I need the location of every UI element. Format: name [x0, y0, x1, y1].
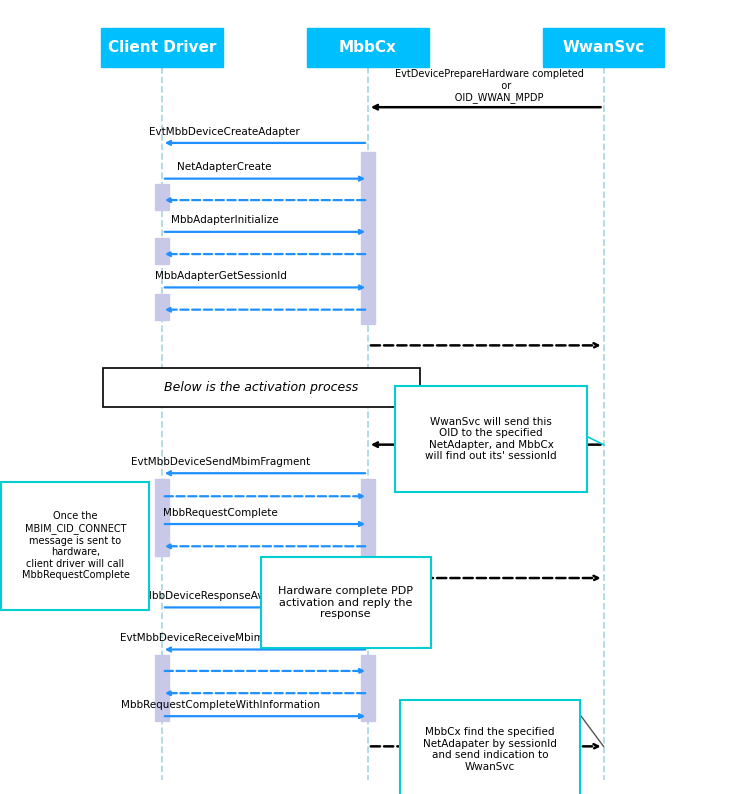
Text: WwanSvc will send this
OID to the specified
NetAdapter, and MbbCx
will find out : WwanSvc will send this OID to the specif…	[425, 417, 557, 461]
FancyBboxPatch shape	[155, 479, 169, 556]
FancyBboxPatch shape	[1, 482, 149, 610]
Text: EvtMbbDeviceReceiveMbimFragment: EvtMbbDeviceReceiveMbimFragment	[121, 633, 314, 643]
FancyBboxPatch shape	[542, 28, 664, 67]
Text: MbbAdapterInitialize: MbbAdapterInitialize	[171, 215, 278, 225]
FancyBboxPatch shape	[103, 368, 420, 407]
Text: Client Driver: Client Driver	[107, 40, 216, 55]
Text: EvtMbbDeviceCreateAdapter: EvtMbbDeviceCreateAdapter	[149, 126, 300, 137]
Text: Once the
MBIM_CID_CONNECT
message is sent to
hardware,
client driver will call
M: Once the MBIM_CID_CONNECT message is sen…	[21, 511, 130, 580]
Text: NetAdapterCreate: NetAdapterCreate	[177, 162, 272, 172]
Text: MbbRequestCompleteWithInformation: MbbRequestCompleteWithInformation	[121, 700, 320, 710]
Text: NDIS_WWAN_CONTEXT_STATE: NDIS_WWAN_CONTEXT_STATE	[399, 729, 555, 740]
Text: WwanSvc: WwanSvc	[562, 40, 645, 55]
Text: MbbCx: MbbCx	[339, 40, 397, 55]
FancyBboxPatch shape	[361, 479, 375, 556]
FancyBboxPatch shape	[361, 152, 375, 324]
Text: Below is the activation process: Below is the activation process	[164, 381, 358, 394]
FancyBboxPatch shape	[155, 238, 169, 264]
FancyBboxPatch shape	[155, 184, 169, 210]
Text: OID_WWAN_CONNECT: OID_WWAN_CONNECT	[394, 427, 511, 438]
FancyBboxPatch shape	[400, 700, 580, 794]
FancyBboxPatch shape	[102, 28, 222, 67]
Text: MbbDeviceResponseAvailable: MbbDeviceResponseAvailable	[144, 591, 298, 601]
FancyBboxPatch shape	[155, 294, 169, 320]
Text: EvtMbbDeviceSendMbimFragment: EvtMbbDeviceSendMbimFragment	[131, 457, 311, 467]
Text: MbbCx find the specified
NetAdapater by sessionId
and send indication to
WwanSvc: MbbCx find the specified NetAdapater by …	[423, 727, 557, 772]
FancyBboxPatch shape	[395, 386, 587, 492]
Text: MbbRequestComplete: MbbRequestComplete	[163, 507, 278, 518]
Text: Hardware complete PDP
activation and reply the
response: Hardware complete PDP activation and rep…	[278, 586, 413, 619]
FancyBboxPatch shape	[155, 655, 169, 721]
Text: MbbAdapterGetSessionId: MbbAdapterGetSessionId	[155, 271, 287, 281]
FancyBboxPatch shape	[307, 28, 428, 67]
FancyBboxPatch shape	[261, 557, 431, 648]
Text: EvtDevicePrepareHardware completed
           or
      OID_WWAN_MPDP: EvtDevicePrepareHardware completed or OI…	[395, 69, 584, 103]
FancyBboxPatch shape	[361, 655, 375, 721]
